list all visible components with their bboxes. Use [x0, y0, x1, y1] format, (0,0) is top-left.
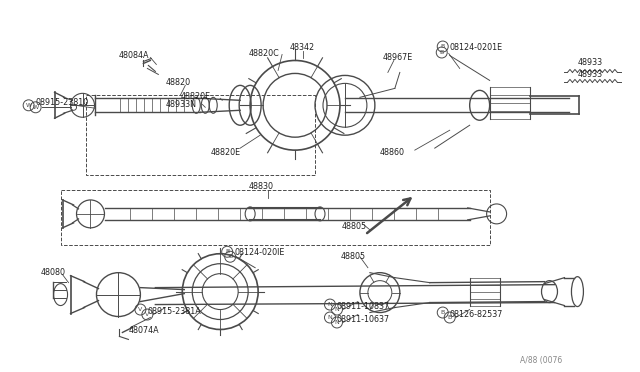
Text: 48933: 48933 [577, 70, 603, 80]
Text: B: B [440, 310, 445, 315]
Text: 08124-020lE: 08124-020lE [234, 248, 285, 257]
Text: 48933N: 48933N [165, 100, 196, 109]
Text: 48967E: 48967E [383, 52, 413, 61]
Text: 48860: 48860 [380, 148, 405, 157]
Text: N: N [328, 302, 332, 307]
Text: 48074A: 48074A [129, 327, 159, 336]
Text: 48820E: 48820E [180, 92, 211, 101]
Text: N: N [335, 320, 339, 325]
Text: 48805: 48805 [342, 222, 367, 231]
Text: 08911-10837: 08911-10837 [337, 302, 390, 311]
Text: B: B [228, 254, 232, 259]
Text: 48342: 48342 [290, 42, 315, 52]
Text: 48805: 48805 [341, 252, 366, 261]
Text: 48820: 48820 [165, 78, 191, 87]
Text: W: W [33, 105, 38, 110]
Text: N: N [335, 307, 339, 312]
Text: 48933: 48933 [577, 58, 603, 67]
Text: V: V [145, 312, 150, 317]
Text: B: B [225, 249, 229, 254]
Text: B: B [440, 44, 445, 49]
Text: B: B [447, 315, 452, 320]
Text: B: B [440, 50, 444, 55]
Text: 48820E: 48820E [210, 148, 241, 157]
Text: 48830: 48830 [248, 182, 273, 191]
Text: N: N [328, 315, 332, 320]
Text: A/88 (0076: A/88 (0076 [520, 356, 562, 365]
Text: 08126-82537: 08126-82537 [450, 310, 503, 318]
Text: 08124-0201E: 08124-0201E [450, 42, 503, 52]
Text: 08915-23810: 08915-23810 [36, 98, 89, 108]
Text: 48820C: 48820C [248, 48, 279, 58]
Text: 08911-10637: 08911-10637 [337, 314, 390, 324]
Text: V: V [138, 307, 143, 312]
Text: W: W [26, 103, 32, 108]
Text: 48080: 48080 [40, 268, 66, 277]
Text: 08915-2381A: 08915-2381A [147, 307, 201, 315]
Text: 48084A: 48084A [118, 51, 149, 60]
